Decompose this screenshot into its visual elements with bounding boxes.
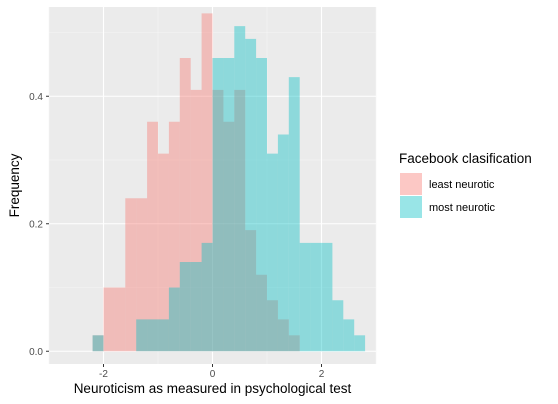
bar-most-neurotic bbox=[158, 319, 169, 352]
bar-least-neurotic bbox=[103, 287, 115, 352]
bar-least-neurotic bbox=[256, 274, 267, 352]
bar-most-neurotic bbox=[267, 153, 278, 352]
legend-label-most-neurotic: most neurotic bbox=[429, 202, 496, 214]
legend: Facebook clasification least neurotic mo… bbox=[399, 151, 532, 218]
bar-most-neurotic bbox=[212, 58, 224, 352]
bar-most-neurotic bbox=[245, 38, 257, 352]
legend-key-least-neurotic bbox=[400, 173, 422, 195]
bar-most-neurotic bbox=[332, 300, 344, 352]
bar-most-neurotic bbox=[288, 77, 300, 352]
bar-least-neurotic bbox=[92, 335, 104, 352]
legend-label-least-neurotic: least neurotic bbox=[429, 179, 495, 191]
bar-most-neurotic bbox=[147, 319, 158, 352]
y-axis-title: Frequency bbox=[7, 153, 22, 217]
bar-most-neurotic bbox=[168, 287, 180, 352]
y-tick-label: 0.0 bbox=[29, 347, 43, 358]
x-tick-label: -2 bbox=[99, 369, 108, 380]
bar-least-neurotic bbox=[201, 13, 213, 352]
bar-most-neurotic bbox=[343, 319, 355, 352]
bar-most-neurotic bbox=[277, 134, 289, 352]
bar-most-neurotic bbox=[299, 242, 311, 352]
histogram-bars bbox=[92, 13, 366, 352]
major-gridlines bbox=[49, 7, 376, 364]
y-tick-label: 0.4 bbox=[29, 92, 43, 103]
bar-least-neurotic bbox=[179, 58, 191, 352]
bar-least-neurotic bbox=[190, 89, 202, 352]
bar-most-neurotic bbox=[354, 335, 366, 352]
bar-least-neurotic bbox=[234, 89, 246, 352]
bar-most-neurotic bbox=[179, 262, 191, 352]
bar-least-neurotic bbox=[125, 198, 137, 352]
bar-least-neurotic bbox=[136, 198, 148, 352]
legend-key-most-neurotic bbox=[400, 196, 422, 218]
bar-most-neurotic bbox=[321, 242, 333, 352]
bar-most-neurotic bbox=[201, 242, 213, 352]
bar-least-neurotic bbox=[114, 287, 126, 352]
bar-least-neurotic bbox=[147, 121, 158, 352]
y-tick-label: 0.2 bbox=[29, 219, 43, 230]
bar-least-neurotic bbox=[212, 89, 224, 352]
bar-most-neurotic bbox=[223, 58, 235, 352]
bar-most-neurotic bbox=[190, 262, 202, 352]
bar-most-neurotic bbox=[234, 26, 246, 352]
bar-most-neurotic bbox=[136, 319, 148, 352]
x-tick-label: 0 bbox=[210, 369, 216, 380]
bar-least-neurotic bbox=[245, 230, 257, 352]
bar-least-neurotic bbox=[267, 300, 278, 352]
bar-most-neurotic bbox=[92, 335, 104, 352]
bar-least-neurotic bbox=[168, 121, 180, 352]
x-axis-title: Neuroticism as measured in psychological… bbox=[74, 381, 352, 396]
bar-least-neurotic bbox=[277, 319, 289, 352]
bar-most-neurotic bbox=[256, 58, 267, 352]
bar-most-neurotic bbox=[310, 242, 322, 352]
bar-least-neurotic bbox=[223, 121, 235, 352]
legend-title: Facebook clasification bbox=[399, 151, 532, 166]
x-tick-label: 2 bbox=[319, 369, 325, 380]
axis-ticks: -2 0 2 0.0 0.2 0.4 bbox=[29, 92, 325, 380]
bar-least-neurotic bbox=[288, 335, 300, 352]
bar-least-neurotic bbox=[158, 153, 169, 352]
